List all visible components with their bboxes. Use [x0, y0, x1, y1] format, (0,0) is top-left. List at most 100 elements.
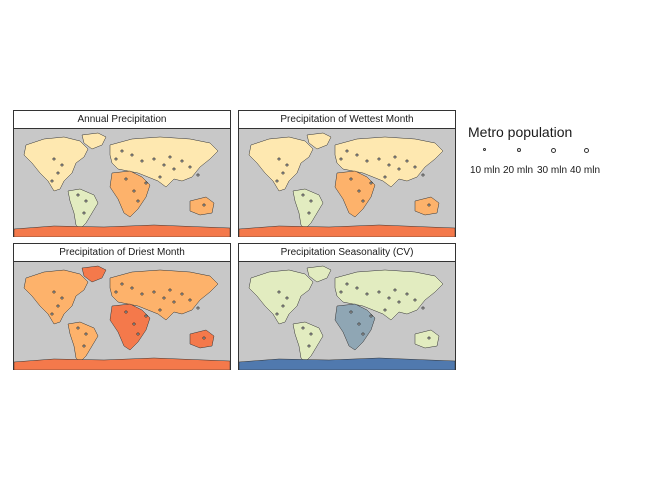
landmass-africa	[334, 170, 376, 218]
landmass-samerica	[67, 321, 99, 363]
metro-city-marker	[387, 163, 391, 167]
panel-title: Precipitation of Wettest Month	[239, 111, 455, 129]
metro-city-marker	[140, 292, 144, 296]
landmass-australia	[189, 196, 215, 216]
metro-city-marker	[285, 296, 289, 300]
panel-title: Precipitation of Driest Month	[14, 244, 230, 262]
legend-symbol-40-mln	[584, 148, 589, 153]
metro-city-marker	[136, 199, 140, 203]
world-map	[14, 129, 230, 237]
landmass-greenland	[306, 132, 332, 150]
metro-city-marker	[285, 163, 289, 167]
metro-city-marker	[421, 173, 425, 177]
metro-city-marker	[188, 165, 192, 169]
metro-city-marker	[52, 290, 56, 294]
landmass-greenland	[306, 265, 332, 283]
metro-city-marker	[357, 322, 361, 326]
metro-city-marker	[387, 296, 391, 300]
metro-city-marker	[361, 332, 365, 336]
metro-city-marker	[202, 203, 206, 207]
metro-city-marker	[120, 149, 124, 153]
metro-city-marker	[120, 282, 124, 286]
metro-city-marker	[365, 159, 369, 163]
metro-city-marker	[277, 290, 281, 294]
metro-population-legend: Metro population 10 mln 20 mln 30 mln 40…	[468, 124, 618, 179]
landmass-antarctica	[239, 224, 455, 237]
panel-driest-month: Precipitation of Driest Month	[13, 243, 231, 370]
landmass-eurasia	[109, 269, 219, 321]
panel-wettest-month: Precipitation of Wettest Month	[238, 110, 456, 237]
landmass-antarctica	[14, 224, 230, 237]
metro-city-marker	[345, 149, 349, 153]
metro-city-marker	[82, 344, 86, 348]
landmass-namerica	[248, 136, 314, 192]
world-map	[239, 262, 455, 370]
landmass-africa	[109, 170, 151, 218]
metro-city-marker	[361, 199, 365, 203]
landmass-samerica	[292, 321, 324, 363]
metro-city-marker	[202, 336, 206, 340]
landmass-antarctica	[239, 357, 455, 370]
metro-city-marker	[56, 304, 60, 308]
metro-city-marker	[124, 310, 128, 314]
metro-city-marker	[275, 179, 279, 183]
metro-city-marker	[188, 298, 192, 302]
landmass-antarctica	[14, 357, 230, 370]
metro-city-marker	[168, 288, 172, 292]
legend-label: 40 mln	[570, 165, 601, 176]
metro-city-marker	[345, 282, 349, 286]
metro-city-marker	[56, 171, 60, 175]
landmass-namerica	[23, 269, 89, 325]
metro-city-marker	[413, 298, 417, 302]
metro-city-marker	[307, 344, 311, 348]
metro-city-marker	[355, 286, 359, 290]
metro-city-marker	[427, 336, 431, 340]
metro-city-marker	[369, 181, 373, 185]
metro-city-marker	[52, 157, 56, 161]
metro-city-marker	[355, 153, 359, 157]
landmass-africa	[109, 303, 151, 351]
metro-city-marker	[172, 300, 176, 304]
metro-city-marker	[277, 157, 281, 161]
metro-city-marker	[158, 175, 162, 179]
metro-city-marker	[413, 165, 417, 169]
metro-city-marker	[158, 308, 162, 312]
metro-city-marker	[196, 306, 200, 310]
legend-labels: 10 mln 20 mln 30 mln 40 mln	[468, 165, 618, 179]
metro-city-marker	[114, 290, 118, 294]
landmass-greenland	[81, 265, 107, 283]
metro-city-marker	[405, 292, 409, 296]
metro-city-marker	[180, 159, 184, 163]
landmass-eurasia	[334, 269, 444, 321]
legend-symbol-10-mln	[483, 148, 486, 151]
metro-city-marker	[132, 322, 136, 326]
panel-seasonality: Precipitation Seasonality (CV)	[238, 243, 456, 370]
metro-city-marker	[130, 286, 134, 290]
landmass-australia	[414, 329, 440, 349]
metro-city-marker	[76, 193, 80, 197]
landmass-eurasia	[334, 136, 444, 188]
metro-city-marker	[393, 288, 397, 292]
panel-annual-precipitation: Annual Precipitation	[13, 110, 231, 237]
landmass-namerica	[23, 136, 89, 192]
metro-city-marker	[124, 177, 128, 181]
landmass-australia	[189, 329, 215, 349]
metro-city-marker	[275, 312, 279, 316]
metro-city-marker	[50, 312, 54, 316]
metro-city-marker	[397, 300, 401, 304]
metro-city-marker	[60, 163, 64, 167]
metro-city-marker	[136, 332, 140, 336]
metro-city-marker	[307, 211, 311, 215]
metro-city-marker	[50, 179, 54, 183]
metro-city-marker	[162, 296, 166, 300]
metro-city-marker	[377, 157, 381, 161]
metro-city-marker	[84, 199, 88, 203]
world-map	[14, 262, 230, 370]
metro-city-marker	[421, 306, 425, 310]
panel-title: Annual Precipitation	[14, 111, 230, 129]
metro-city-marker	[339, 290, 343, 294]
metro-city-marker	[281, 171, 285, 175]
metro-city-marker	[405, 159, 409, 163]
landmass-greenland	[81, 132, 107, 150]
landmass-samerica	[67, 188, 99, 230]
